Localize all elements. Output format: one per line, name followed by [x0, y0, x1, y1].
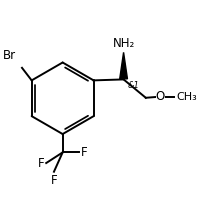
Text: F: F [38, 156, 44, 170]
Text: &1: &1 [128, 81, 140, 90]
Text: Br: Br [3, 49, 16, 62]
Text: O: O [156, 90, 165, 103]
Text: F: F [51, 174, 57, 187]
Polygon shape [120, 52, 128, 79]
Text: F: F [81, 146, 88, 159]
Text: NH₂: NH₂ [112, 37, 135, 50]
Text: CH₃: CH₃ [177, 92, 198, 102]
